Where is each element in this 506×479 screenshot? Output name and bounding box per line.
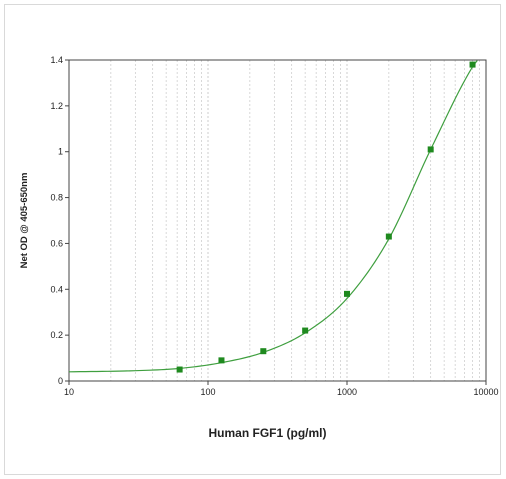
y-tick-label: 1.4 xyxy=(50,55,63,65)
data-point xyxy=(469,61,476,68)
y-tick-label: 0 xyxy=(58,376,63,386)
x-tick-label: 10 xyxy=(64,387,74,397)
data-point xyxy=(176,366,183,373)
y-tick-label: 0.8 xyxy=(50,193,63,203)
plot-area-border xyxy=(68,59,487,382)
data-point xyxy=(218,357,225,364)
x-tick-label: 100 xyxy=(200,387,215,397)
x-axis-ticks: 10 100 1000 10000 xyxy=(64,381,499,397)
y-axis-ticks: 0 0.2 0.4 0.6 0.8 1 1.2 1.4 xyxy=(50,55,69,386)
y-tick-label: 0.4 xyxy=(50,284,63,294)
data-point xyxy=(427,146,434,153)
y-tick-label: 0.6 xyxy=(50,238,63,248)
data-point xyxy=(344,290,350,297)
x-axis-title: Human FGF1 (pg/ml) xyxy=(209,426,327,440)
fit-curve-line xyxy=(68,60,478,373)
y-tick-label: 0.2 xyxy=(50,330,63,340)
y-axis-title: Net OD @ 405-650nm xyxy=(19,173,30,269)
data-point xyxy=(260,348,267,355)
y-tick-label: 1 xyxy=(58,147,63,157)
y-tick-label: 1.2 xyxy=(50,101,63,111)
data-points xyxy=(176,61,476,373)
x-tick-label: 1000 xyxy=(337,387,357,397)
x-tick-label: 10000 xyxy=(473,387,498,397)
chart-frame xyxy=(4,4,501,475)
gridlines xyxy=(68,60,487,381)
data-point xyxy=(385,233,392,240)
data-point xyxy=(302,327,309,334)
